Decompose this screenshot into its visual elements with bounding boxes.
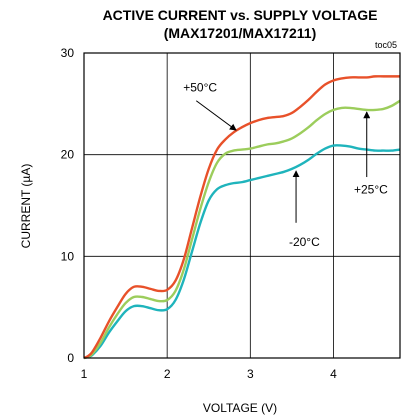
series-layer [83, 75, 401, 360]
x-axis-label: VOLTAGE (V) [203, 401, 277, 415]
annotations: +50°C +25°C -20°C [183, 81, 388, 250]
series-annotation: +25°C [354, 182, 388, 196]
y-tick-label: 10 [61, 249, 75, 263]
tick-labels: 1 2 3 4 0 10 20 30 [61, 46, 337, 381]
y-tick-label: 0 [67, 351, 74, 365]
x-tick-label: 2 [164, 367, 171, 381]
x-tick-label: 4 [330, 367, 337, 381]
series-line [83, 99, 401, 360]
x-tick-label: 3 [247, 367, 254, 381]
figure-tag: toc05 [375, 40, 397, 50]
annotation-arrow [195, 100, 237, 131]
series-line [83, 75, 400, 360]
y-tick-label: 20 [61, 148, 75, 162]
y-tick-label: 30 [61, 46, 75, 60]
grid [84, 53, 400, 358]
chart-subtitle: (MAX17201/MAX17211) [164, 25, 317, 41]
x-tick-label: 1 [81, 367, 88, 381]
chart-title: ACTIVE CURRENT vs. SUPPLY VOLTAGE [103, 7, 378, 23]
series-annotation: +50°C [183, 81, 217, 95]
series-line [83, 144, 401, 360]
y-axis-label: CURRENT (µA) [19, 164, 33, 249]
plot-frame [83, 52, 401, 359]
series-annotation: -20°C [289, 235, 320, 249]
